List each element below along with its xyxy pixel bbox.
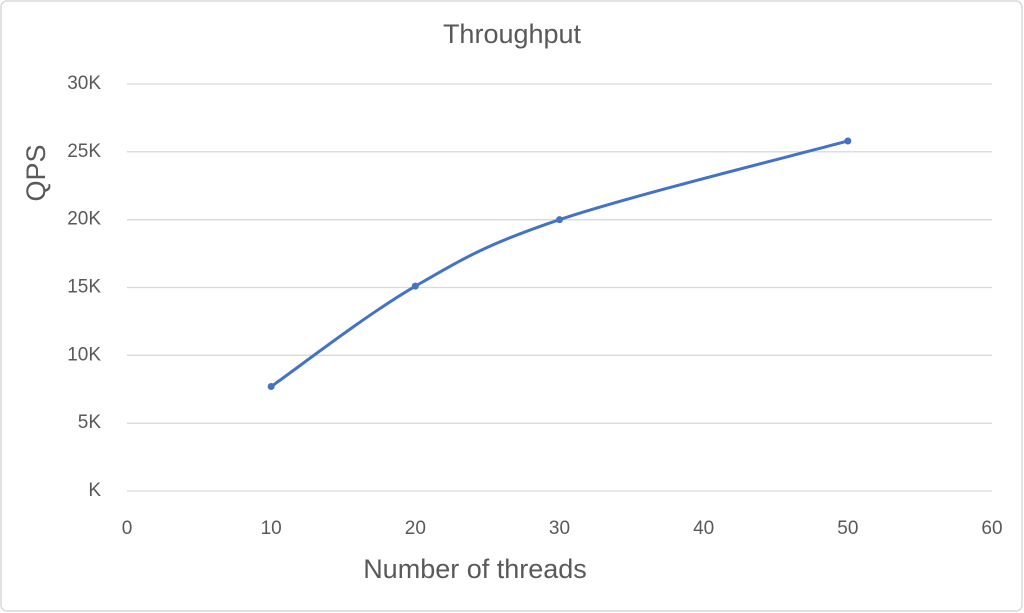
y-axis-title: QPS [21,144,51,201]
x-tick-label: 30 [549,518,570,539]
point [267,383,275,391]
x-tick-label: 10 [261,518,282,539]
y-tick-label: 10K [67,344,101,365]
y-tick-label: K [88,480,101,501]
y-tick-label: 30K [67,73,101,94]
point [844,137,852,145]
x-axis-title: Number of threads [363,554,587,584]
x-tick-label: 60 [981,518,1002,539]
chart-title: Throughput [443,19,582,49]
point [411,282,419,290]
y-tick-label: 5K [78,412,102,433]
y-tick-label: 25K [67,141,101,162]
point [556,216,563,224]
line [269,139,850,389]
y-tick-label: 15K [67,277,101,298]
x-tick-label: 20 [405,518,426,539]
y-tick-label: 20K [67,209,101,230]
x-tick-label: 0 [122,518,133,539]
x-tick-label: 40 [693,518,714,539]
x-tick-label: 50 [837,518,858,539]
